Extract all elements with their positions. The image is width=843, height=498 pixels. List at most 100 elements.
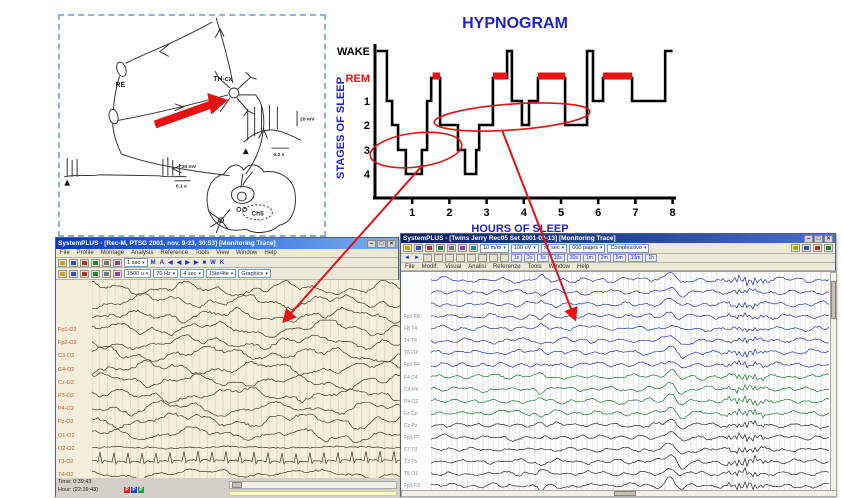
minimize-button[interactable]: – [367, 239, 376, 248]
menu-item-file[interactable]: File [60, 250, 70, 256]
titlebar[interactable]: SystemPLUS - [Twins Jerry Rec05 Set 2001… [401, 234, 835, 243]
view-combo-3[interactable]: 600 pages ▾ [569, 243, 606, 253]
play-icon[interactable] [58, 269, 67, 278]
maximize-button[interactable]: □ [814, 234, 823, 243]
epoch-toggle-1h[interactable]: 1h [645, 254, 658, 262]
filter-icon[interactable] [113, 269, 122, 278]
view-combo-4[interactable]: Complessivo ▾ [607, 243, 650, 253]
measure-icon[interactable] [813, 244, 822, 252]
save-icon[interactable] [69, 258, 78, 267]
menu-item-modif[interactable]: Modif. [421, 263, 439, 270]
cut-icon[interactable] [91, 258, 100, 267]
scrollbar-thumb[interactable] [614, 491, 636, 496]
paste-icon[interactable] [469, 244, 478, 252]
menu-item-profile[interactable]: Profile [76, 250, 94, 256]
menu-item-montage[interactable]: Montage [100, 250, 125, 256]
menu-item-analysis[interactable]: Analysis [131, 250, 154, 256]
scrollbar-thumb[interactable] [232, 482, 242, 488]
maximize-button[interactable]: □ [377, 239, 386, 248]
open-icon[interactable] [414, 244, 423, 252]
marker-icon[interactable] [102, 269, 111, 278]
eeg-trace-Fz-Cz [431, 369, 829, 382]
nav-button[interactable]: K [219, 259, 225, 266]
menu-item-help[interactable]: Help [576, 263, 590, 270]
epoch-toggle-5m[interactable]: 5m [612, 254, 626, 262]
epoch-toggle-10m[interactable]: 10m [627, 254, 644, 262]
epoch-toggle-5s[interactable]: 5s [537, 254, 549, 262]
settings-icon[interactable] [791, 244, 800, 252]
menu-item-file[interactable]: File [405, 263, 415, 270]
nav-button[interactable]: W [210, 259, 216, 266]
epoch-toggle-30s[interactable]: 30s [566, 254, 581, 262]
menu-item-tools[interactable]: Tools [195, 250, 210, 256]
close-button[interactable]: × [824, 234, 833, 243]
window-title: SystemPLUS - [Twins Jerry Rec05 Set 2001… [403, 235, 616, 242]
nav-button[interactable]: A [159, 259, 165, 266]
tool-icon[interactable] [455, 254, 465, 262]
record-icon[interactable] [69, 269, 78, 278]
print-icon[interactable] [436, 244, 445, 252]
page-arrow-button[interactable]: ► [413, 255, 420, 261]
setting-combo-3[interactable]: 15te/4te ▾ [205, 269, 237, 278]
open-icon[interactable] [58, 258, 67, 267]
menu-item-window[interactable]: Window [548, 263, 570, 270]
setting-combo-1[interactable]: 70 Hz ▾ [153, 269, 179, 278]
eeg-trace-T3-T5 [431, 418, 829, 430]
tool-icon[interactable] [488, 254, 498, 262]
save-icon[interactable] [425, 244, 434, 252]
nav-button[interactable]: ▶ [185, 260, 190, 266]
epoch-toggle-1s[interactable]: 1s [510, 254, 523, 262]
nav-button[interactable]: ◀ [176, 260, 182, 266]
epoch-toggle-1m[interactable]: 1m [582, 254, 596, 262]
copy-icon[interactable] [458, 244, 467, 252]
view-combo-0[interactable]: 10 m/m ▾ [480, 243, 509, 253]
timebase-combo[interactable]: 1 sec ▾ [124, 258, 148, 267]
scrollbar-thumb[interactable] [831, 281, 836, 319]
eeg-trace-T6-O2 [431, 311, 829, 321]
link-icon[interactable] [824, 244, 833, 252]
tool-icon[interactable] [466, 254, 476, 262]
epoch-toggle-10s[interactable]: 10s [550, 254, 565, 262]
close-button[interactable]: × [387, 239, 396, 248]
horizontal-scrollbar[interactable] [229, 481, 397, 489]
tool-icon[interactable] [422, 254, 432, 262]
new-icon[interactable] [403, 244, 412, 252]
menu-item-visual[interactable]: Visual [445, 263, 462, 270]
snapshot-icon[interactable] [802, 244, 811, 252]
nav-button[interactable]: ◀ [168, 260, 173, 266]
view-combo-2[interactable]: x1 sec ▾ [540, 243, 568, 253]
x-tick-label: 8 [670, 207, 676, 219]
menu-item-tools[interactable]: Tools [527, 263, 542, 270]
menu-item-referenze[interactable]: Referenze [492, 263, 521, 270]
menu-item-reference[interactable]: Reference [160, 250, 189, 256]
tool-icon[interactable] [433, 254, 443, 262]
zoom-icon[interactable] [80, 269, 89, 278]
menu-item-help[interactable]: Help [264, 250, 277, 256]
epoch-toggle-2s[interactable]: 2s [524, 254, 536, 262]
tool-icon[interactable] [444, 254, 454, 262]
nav-button[interactable]: ■ [202, 259, 207, 266]
grid-icon[interactable] [91, 269, 100, 278]
nav-button[interactable]: M [150, 259, 156, 266]
tool-icon[interactable] [499, 254, 509, 262]
nav-button[interactable]: ▶ [193, 260, 199, 266]
view-combo-1[interactable]: 100 uV ▾ [510, 243, 539, 253]
menu-item-window[interactable]: Window [236, 250, 258, 256]
epoch-toggle-2m[interactable]: 2m [597, 254, 611, 262]
horizontal-scrollbar[interactable] [401, 490, 837, 497]
eeg-trace-O1-O2 [92, 387, 400, 404]
print-icon[interactable] [80, 258, 89, 267]
setting-combo-4[interactable]: Graphics ▾ [238, 269, 271, 278]
menu-item-analisi[interactable]: Analisi [468, 263, 486, 270]
menu-item-view[interactable]: View [216, 250, 229, 256]
setting-combo-2[interactable]: 4 sec ▾ [180, 269, 204, 278]
cut-icon[interactable] [447, 244, 456, 252]
paste-icon[interactable] [113, 258, 122, 267]
copy-icon[interactable] [102, 258, 111, 267]
setting-combo-0[interactable]: 1500 u ▾ [124, 269, 152, 278]
page-arrow-button[interactable]: ◄ [404, 255, 410, 261]
vertical-scrollbar[interactable] [830, 272, 837, 490]
tool-icon[interactable] [477, 254, 487, 262]
minimize-button[interactable]: – [804, 234, 813, 243]
titlebar[interactable]: SystemPLUS - [Rec-M, PTSG 2001, nov. 9-2… [56, 238, 398, 249]
